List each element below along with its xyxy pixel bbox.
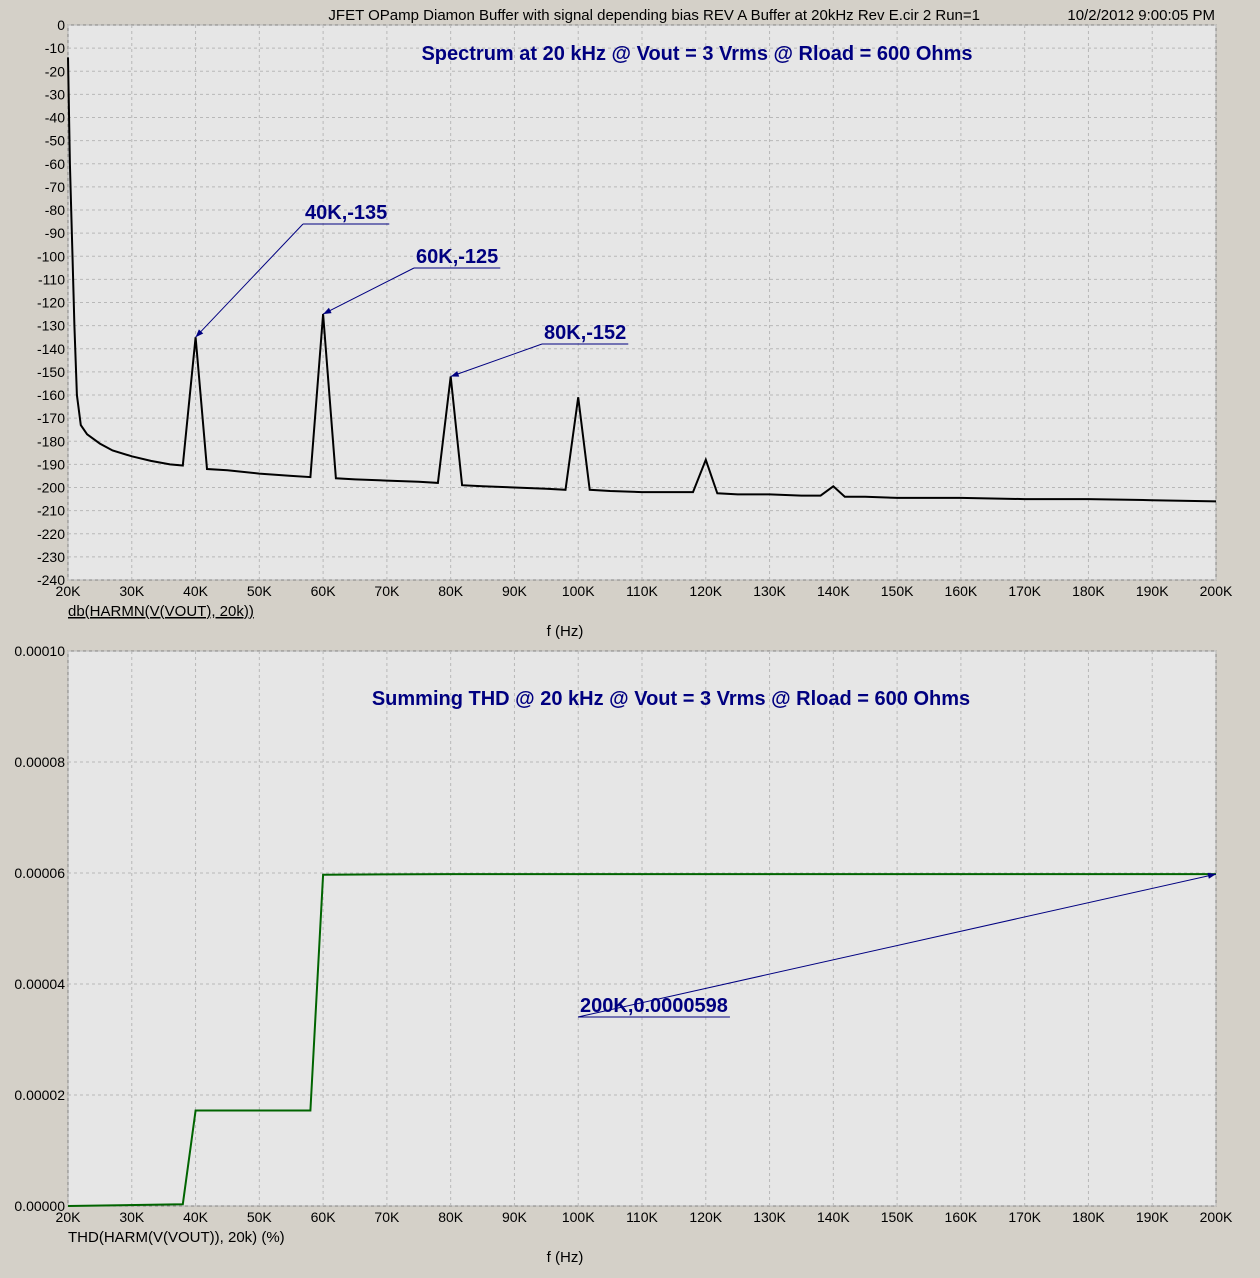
thd-x-tick-label: 160K (945, 1209, 978, 1225)
grid-top (68, 25, 1216, 580)
spectrum-y-tick-label: -180 (37, 433, 65, 449)
thd-x-tick-label: 40K (183, 1209, 209, 1225)
thd-x-tick-label: 70K (374, 1209, 400, 1225)
spectrum-annotation-label: 80K,-152 (544, 322, 626, 344)
thd-x-tick-label: 60K (311, 1209, 337, 1225)
spectrum-x-tick-label: 50K (247, 583, 273, 599)
spectrum-y-tick-label: -150 (37, 364, 65, 380)
spectrum-y-tick-label: -200 (37, 480, 65, 496)
thd-chart-title: Summing THD @ 20 kHz @ Vout = 3 Vrms @ R… (372, 688, 970, 710)
thd-annotation-label: 200K,0.0000598 (580, 995, 728, 1017)
spectrum-annotation-label: 60K,-125 (416, 246, 498, 268)
thd-x-tick-label: 150K (881, 1209, 914, 1225)
spectrum-y-tick-label: -190 (37, 456, 65, 472)
thd-y-tick-label: 0.00004 (14, 976, 65, 992)
spectrum-x-tick-label: 120K (689, 583, 722, 599)
spectrum-x-tick-label: 170K (1008, 583, 1041, 599)
spectrum-y-tick-label: -20 (45, 63, 65, 79)
spectrum-chart-title: Spectrum at 20 kHz @ Vout = 3 Vrms @ Rlo… (421, 43, 972, 65)
thd-x-axis-label: f (Hz) (547, 1249, 584, 1266)
spectrum-x-tick-label: 60K (311, 583, 337, 599)
thd-y-tick-label: 0.00002 (14, 1087, 65, 1103)
spectrum-y-tick-label: -140 (37, 341, 65, 357)
thd-y-tick-label: 0.00006 (14, 865, 65, 881)
spectrum-y-tick-label: -90 (45, 225, 65, 241)
thd-y-tick-label: 0.00008 (14, 754, 65, 770)
spectrum-y-tick-label: -100 (37, 248, 65, 264)
thd-x-tick-label: 100K (562, 1209, 595, 1225)
spectrum-y-tick-label: -120 (37, 295, 65, 311)
spectrum-y-tick-label: -40 (45, 110, 65, 126)
spectrum-x-axis-label: f (Hz) (547, 623, 584, 640)
spectrum-y-tick-label: -160 (37, 387, 65, 403)
thd-x-tick-label: 90K (502, 1209, 528, 1225)
spectrum-x-tick-label: 130K (753, 583, 786, 599)
thd-x-tick-label: 120K (689, 1209, 722, 1225)
spectrum-x-tick-label: 200K (1200, 583, 1233, 599)
spectrum-y-tick-label: -10 (45, 40, 65, 56)
spectrum-y-tick-label: -70 (45, 179, 65, 195)
spectrum-y-tick-label: -230 (37, 549, 65, 565)
spectrum-x-tick-label: 40K (183, 583, 209, 599)
thd-x-tick-label: 80K (438, 1209, 464, 1225)
spectrum-y-tick-label: -60 (45, 156, 65, 172)
spectrum-y-tick-label: -240 (37, 572, 65, 588)
spectrum-x-tick-label: 140K (817, 583, 850, 599)
grid-bottom (68, 651, 1216, 1206)
spectrum-y-tick-label: 0 (57, 17, 65, 33)
spectrum-x-tick-label: 180K (1072, 583, 1105, 599)
thd-x-tick-label: 190K (1136, 1209, 1169, 1225)
spectrum-x-tick-label: 150K (881, 583, 914, 599)
spectrum-x-tick-label: 110K (626, 583, 658, 599)
spectrum-x-tick-label: 160K (945, 583, 978, 599)
run-timestamp: 10/2/2012 9:00:05 PM (1067, 7, 1215, 24)
spectrum-y-tick-label: -210 (37, 503, 65, 519)
thd-y-axis-label: THD(HARM(V(VOUT)), 20k) (%) (68, 1229, 285, 1246)
spectrum-annotation-label: 40K,-135 (305, 202, 387, 224)
thd-x-tick-label: 110K (626, 1209, 658, 1225)
spectrum-y-tick-label: -220 (37, 526, 65, 542)
spectrum-y-tick-label: -30 (45, 86, 65, 102)
spectrum-y-tick-label: -50 (45, 133, 65, 149)
spectrum-x-tick-label: 30K (119, 583, 145, 599)
spectrum-x-tick-label: 80K (438, 583, 464, 599)
thd-y-tick-label: 0.00000 (14, 1198, 65, 1214)
spectrum-x-tick-label: 100K (562, 583, 595, 599)
thd-y-tick-label: 0.00010 (14, 643, 65, 659)
spectrum-y-tick-label: -110 (38, 271, 65, 287)
spectrum-y-tick-label: -130 (37, 318, 65, 334)
window-title: JFET OPamp Diamon Buffer with signal dep… (328, 7, 980, 24)
spectrum-y-axis-label: db(HARMN(V(VOUT), 20k)) (68, 603, 254, 620)
spectrum-x-tick-label: 190K (1136, 583, 1169, 599)
thd-x-tick-label: 140K (817, 1209, 850, 1225)
spectrum-x-tick-label: 90K (502, 583, 528, 599)
thd-x-tick-label: 50K (247, 1209, 273, 1225)
thd-x-tick-label: 170K (1008, 1209, 1041, 1225)
thd-x-tick-label: 130K (753, 1209, 786, 1225)
spectrum-y-tick-label: -80 (45, 202, 65, 218)
spectrum-y-tick-label: -170 (37, 410, 65, 426)
spectrum-x-tick-label: 70K (374, 583, 400, 599)
thd-x-tick-label: 180K (1072, 1209, 1105, 1225)
thd-x-tick-label: 200K (1200, 1209, 1233, 1225)
thd-x-tick-label: 30K (119, 1209, 145, 1225)
